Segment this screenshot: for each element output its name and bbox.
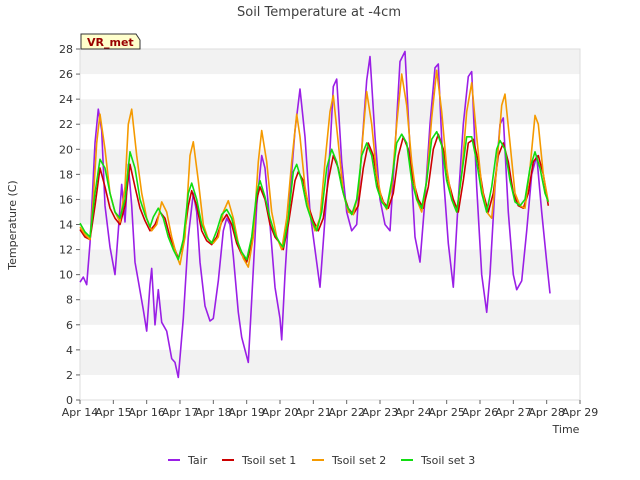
x-axis-label: Time bbox=[552, 423, 580, 436]
x-tick-label: Apr 21 bbox=[295, 406, 332, 419]
y-tick-label: 14 bbox=[59, 219, 73, 232]
x-tick-label: Apr 22 bbox=[328, 406, 365, 419]
x-tick-label: Apr 26 bbox=[462, 406, 499, 419]
plot-background-bands bbox=[80, 49, 580, 400]
x-tick-label: Apr 16 bbox=[128, 406, 165, 419]
x-tick-label: Apr 23 bbox=[362, 406, 399, 419]
legend-label-tsoil-set-3: Tsoil set 3 bbox=[420, 454, 475, 467]
grid-band bbox=[80, 224, 580, 250]
legend-label-tsoil-set-2: Tsoil set 2 bbox=[331, 454, 386, 467]
x-tick-label: Apr 25 bbox=[428, 406, 465, 419]
grid-band bbox=[80, 349, 580, 375]
grid-band bbox=[80, 249, 580, 275]
y-tick-label: 20 bbox=[59, 143, 73, 156]
y-tick-label: 26 bbox=[59, 68, 73, 81]
grid-band bbox=[80, 74, 580, 100]
x-tick-label: Apr 18 bbox=[195, 406, 232, 419]
series-line-tsoil-set-3 bbox=[79, 130, 550, 261]
x-tick-label: Apr 20 bbox=[262, 406, 299, 419]
legend-label-tair: Tair bbox=[187, 454, 208, 467]
x-tick-label: Apr 27 bbox=[495, 406, 532, 419]
x-tick-label: Apr 17 bbox=[162, 406, 199, 419]
series-lines bbox=[79, 50, 551, 379]
x-tick-label: Apr 19 bbox=[228, 406, 265, 419]
y-tick-label: 12 bbox=[59, 244, 73, 257]
y-tick-label: 4 bbox=[66, 344, 73, 357]
series-line-tair bbox=[79, 50, 551, 379]
y-tick-label: 8 bbox=[66, 294, 73, 307]
legend-label-tsoil-set-1: Tsoil set 1 bbox=[241, 454, 296, 467]
y-tick-label: 16 bbox=[59, 193, 73, 206]
y-tick-label: 10 bbox=[59, 269, 73, 282]
x-tick-label: Apr 29 bbox=[562, 406, 599, 419]
grid-band bbox=[80, 199, 580, 225]
y-tick-label: 24 bbox=[59, 93, 73, 106]
station-badge-label: VR_met bbox=[87, 36, 134, 49]
legend: Tair Tsoil set 1 Tsoil set 2 Tsoil set 3 bbox=[168, 454, 475, 467]
chart-title: Soil Temperature at -4cm bbox=[237, 5, 401, 20]
grid-band bbox=[80, 274, 580, 300]
grid-band bbox=[80, 174, 580, 200]
station-badge-box bbox=[80, 33, 141, 50]
station-badge: VR_met bbox=[80, 33, 141, 50]
y-tick-label: 2 bbox=[66, 369, 73, 382]
y-tick-label: 28 bbox=[59, 43, 73, 56]
x-tick-label: Apr 15 bbox=[95, 406, 132, 419]
grid-band bbox=[80, 49, 580, 75]
y-tick-label: 6 bbox=[66, 319, 73, 332]
y-tick-label: 18 bbox=[59, 168, 73, 181]
grid-band bbox=[80, 299, 580, 325]
x-tick-label: Apr 14 bbox=[62, 406, 99, 419]
y-tick-label: 0 bbox=[66, 394, 73, 407]
grid-band bbox=[80, 374, 580, 400]
x-tick-label: Apr 24 bbox=[395, 406, 432, 419]
y-axis-label: Temperature (C) bbox=[6, 180, 19, 270]
y-tick-label: 22 bbox=[59, 118, 73, 131]
grid-band bbox=[80, 324, 580, 350]
x-tick-label: Apr 28 bbox=[528, 406, 565, 419]
